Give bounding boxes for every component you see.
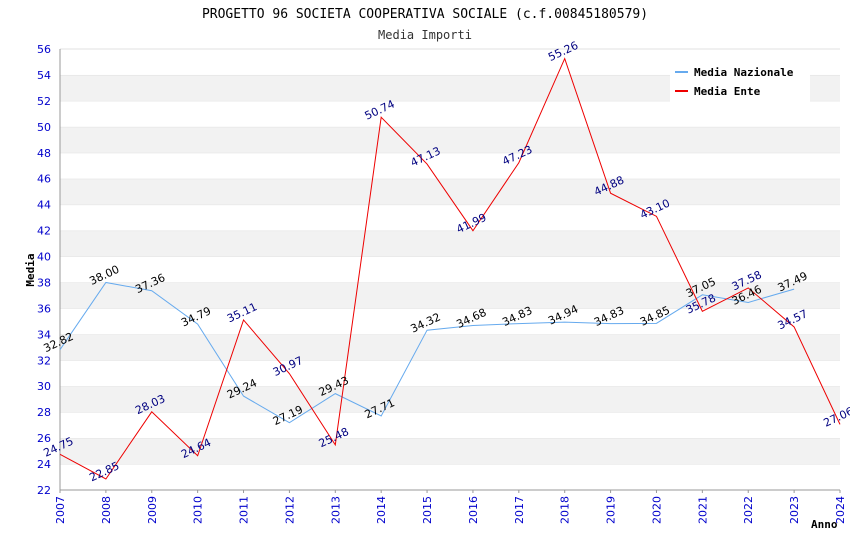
grid-band <box>60 386 840 413</box>
y-tick-label: 54 <box>37 69 51 82</box>
x-tick-label: 2020 <box>650 496 663 524</box>
series-line-media-ente <box>59 57 841 480</box>
legend: Media Nazionale Media Ente <box>670 58 810 102</box>
x-tick-label: 2022 <box>742 496 755 524</box>
axes <box>59 49 840 491</box>
y-tick-label: 36 <box>37 302 51 315</box>
x-tick-label: 2013 <box>329 496 342 524</box>
x-tick-label: 2014 <box>375 496 388 524</box>
x-tick-label: 2018 <box>559 496 572 524</box>
grid-bands <box>60 48 840 490</box>
y-tick-label: 42 <box>37 225 51 238</box>
y-tick-label: 28 <box>37 406 51 419</box>
grid-band <box>60 412 840 439</box>
x-tick-label: 2009 <box>146 496 159 524</box>
series-line-media-nazionale <box>59 281 795 424</box>
chart-title: PROGETTO 96 SOCIETA COOPERATIVA SOCIALE … <box>202 7 648 22</box>
x-tick-label: 2010 <box>192 496 205 524</box>
x-tick-label: 2019 <box>605 496 618 524</box>
x-tick-label: 2021 <box>696 496 709 524</box>
x-tick-label: 2012 <box>283 496 296 524</box>
y-tick-label: 26 <box>37 432 51 445</box>
grid-band <box>60 230 840 257</box>
grid-band <box>60 256 840 283</box>
chart-subtitle: Media Importi <box>378 28 472 42</box>
x-tick-label: 2007 <box>54 496 67 524</box>
y-axis-label: Media <box>24 253 37 286</box>
y-tick-label: 32 <box>37 354 51 367</box>
x-axis-label: Anno <box>811 518 838 531</box>
x-tick-label: 2008 <box>100 496 113 524</box>
y-ticks: 22 24 26 28 30 32 34 36 38 40 42 44 46 48 50 52 54 56 <box>37 43 51 497</box>
grid-band <box>60 178 840 205</box>
y-tick-label: 30 <box>37 380 51 393</box>
grid-band <box>60 152 840 179</box>
x-tick-label: 2016 <box>467 496 480 524</box>
y-tick-label: 34 <box>37 328 51 341</box>
y-tick-label: 24 <box>37 458 51 471</box>
x-tick-label: 2015 <box>421 496 434 524</box>
grid-band <box>60 360 840 387</box>
y-tick-label: 56 <box>37 43 51 56</box>
y-tick-label: 46 <box>37 173 51 186</box>
y-tick-label: 48 <box>37 147 51 160</box>
y-tick-label: 50 <box>37 121 51 134</box>
x-tick-label: 2011 <box>238 496 251 524</box>
grid-band <box>60 204 840 231</box>
grid-band <box>60 308 840 335</box>
y-tick-label: 44 <box>37 199 51 212</box>
grid-band <box>60 126 840 153</box>
x-tick-label: 2023 <box>788 496 801 524</box>
y-tick-label: 38 <box>37 276 51 289</box>
x-tick-label: 2024 <box>834 496 847 524</box>
y-tick-label: 22 <box>37 484 51 497</box>
legend-label: Media Ente <box>694 85 761 98</box>
legend-box <box>670 58 810 102</box>
y-tick-label: 40 <box>37 251 51 264</box>
series-lines <box>59 57 841 480</box>
x-tick-label: 2017 <box>513 496 526 524</box>
grid-band <box>60 282 840 309</box>
grid-band <box>60 334 840 361</box>
grid-band <box>60 438 840 465</box>
legend-label: Media Nazionale <box>694 66 794 79</box>
grid-band <box>60 100 840 127</box>
y-tick-label: 52 <box>37 95 51 108</box>
x-ticks: 2007 2008 2009 2010 2011 2012 2013 2014 2015 2016… <box>54 490 847 524</box>
grid-band <box>60 464 840 490</box>
